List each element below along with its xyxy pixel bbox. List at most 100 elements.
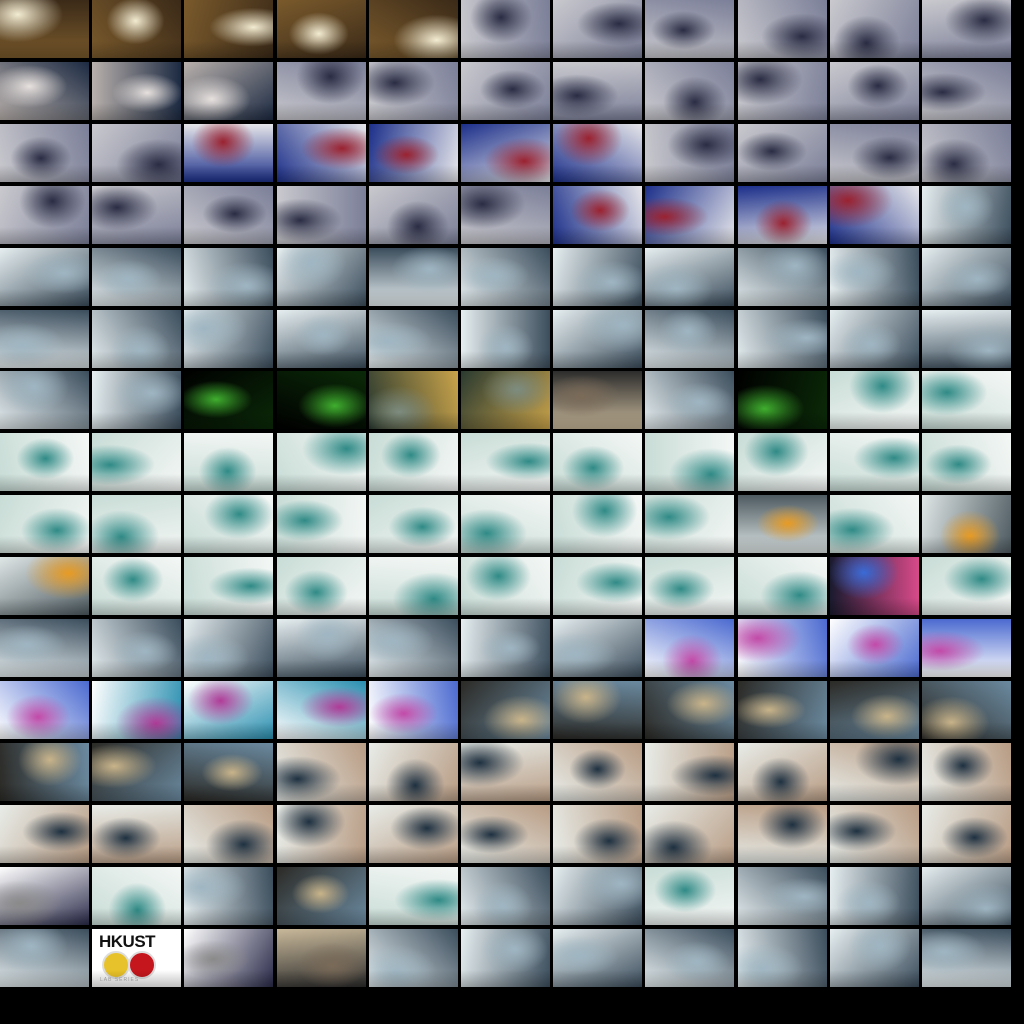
photo-thumbnail[interactable] <box>553 248 642 306</box>
photo-thumbnail[interactable] <box>0 433 89 491</box>
photo-thumbnail[interactable] <box>0 805 89 863</box>
photo-thumbnail[interactable] <box>830 248 919 306</box>
photo-thumbnail[interactable] <box>0 62 89 120</box>
photo-thumbnail[interactable] <box>738 867 827 925</box>
photo-thumbnail[interactable] <box>184 929 273 987</box>
photo-thumbnail[interactable] <box>553 681 642 739</box>
photo-thumbnail[interactable] <box>830 743 919 801</box>
photo-thumbnail[interactable] <box>645 557 734 615</box>
photo-thumbnail[interactable] <box>553 805 642 863</box>
photo-thumbnail[interactable] <box>92 0 181 58</box>
photo-thumbnail[interactable] <box>0 186 89 244</box>
photo-thumbnail[interactable] <box>0 124 89 182</box>
photo-thumbnail[interactable] <box>830 0 919 58</box>
photo-thumbnail[interactable] <box>922 62 1011 120</box>
photo-thumbnail[interactable] <box>461 929 550 987</box>
photo-thumbnail[interactable] <box>645 0 734 58</box>
photo-thumbnail[interactable] <box>369 62 458 120</box>
photo-thumbnail[interactable] <box>92 310 181 368</box>
photo-thumbnail[interactable] <box>369 805 458 863</box>
photo-thumbnail[interactable] <box>0 0 89 58</box>
photo-thumbnail[interactable] <box>645 619 734 677</box>
photo-thumbnail[interactable] <box>461 0 550 58</box>
photo-thumbnail[interactable] <box>645 310 734 368</box>
photo-thumbnail[interactable] <box>738 186 827 244</box>
photo-thumbnail[interactable] <box>553 124 642 182</box>
photo-thumbnail[interactable] <box>277 929 366 987</box>
photo-thumbnail[interactable] <box>277 186 366 244</box>
photo-thumbnail[interactable] <box>277 619 366 677</box>
photo-thumbnail[interactable] <box>553 433 642 491</box>
photo-thumbnail[interactable] <box>92 867 181 925</box>
photo-thumbnail[interactable] <box>738 743 827 801</box>
photo-thumbnail[interactable] <box>645 186 734 244</box>
photo-thumbnail[interactable] <box>277 310 366 368</box>
photo-thumbnail[interactable] <box>738 929 827 987</box>
photo-thumbnail[interactable] <box>92 805 181 863</box>
photo-thumbnail[interactable] <box>645 495 734 553</box>
photo-thumbnail[interactable] <box>738 310 827 368</box>
photo-thumbnail[interactable] <box>922 186 1011 244</box>
photo-thumbnail[interactable] <box>0 310 89 368</box>
photo-thumbnail[interactable] <box>277 867 366 925</box>
photo-thumbnail[interactable] <box>461 557 550 615</box>
photo-thumbnail[interactable] <box>184 557 273 615</box>
photo-thumbnail[interactable] <box>830 124 919 182</box>
photo-thumbnail[interactable] <box>277 743 366 801</box>
photo-thumbnail[interactable] <box>645 433 734 491</box>
photo-thumbnail[interactable] <box>461 124 550 182</box>
photo-thumbnail[interactable] <box>922 124 1011 182</box>
photo-thumbnail[interactable] <box>461 619 550 677</box>
photo-thumbnail[interactable] <box>830 62 919 120</box>
photo-thumbnail[interactable] <box>461 186 550 244</box>
photo-thumbnail[interactable] <box>738 433 827 491</box>
photo-thumbnail[interactable] <box>922 929 1011 987</box>
photo-thumbnail[interactable] <box>830 495 919 553</box>
photo-thumbnail[interactable] <box>553 743 642 801</box>
photo-thumbnail[interactable] <box>92 62 181 120</box>
photo-thumbnail[interactable] <box>553 929 642 987</box>
photo-thumbnail[interactable] <box>184 310 273 368</box>
photo-thumbnail[interactable] <box>922 743 1011 801</box>
photo-thumbnail[interactable] <box>277 124 366 182</box>
photo-thumbnail[interactable] <box>184 619 273 677</box>
photo-thumbnail[interactable] <box>645 805 734 863</box>
photo-thumbnail[interactable] <box>461 248 550 306</box>
photo-thumbnail[interactable] <box>738 0 827 58</box>
photo-thumbnail[interactable] <box>553 186 642 244</box>
photo-thumbnail[interactable] <box>184 805 273 863</box>
photo-thumbnail[interactable] <box>922 681 1011 739</box>
photo-thumbnail[interactable] <box>738 619 827 677</box>
photo-thumbnail[interactable] <box>369 0 458 58</box>
photo-thumbnail[interactable] <box>92 619 181 677</box>
photo-thumbnail[interactable] <box>184 681 273 739</box>
photo-thumbnail[interactable] <box>92 557 181 615</box>
photo-thumbnail[interactable] <box>645 124 734 182</box>
photo-thumbnail[interactable] <box>738 248 827 306</box>
photo-thumbnail[interactable] <box>922 619 1011 677</box>
photo-thumbnail[interactable] <box>922 867 1011 925</box>
photo-thumbnail[interactable] <box>184 495 273 553</box>
photo-thumbnail[interactable] <box>830 310 919 368</box>
photo-thumbnail[interactable] <box>277 681 366 739</box>
photo-thumbnail[interactable] <box>277 0 366 58</box>
photo-thumbnail[interactable] <box>184 371 273 429</box>
photo-thumbnail[interactable] <box>553 0 642 58</box>
photo-thumbnail[interactable] <box>461 867 550 925</box>
photo-thumbnail[interactable] <box>738 371 827 429</box>
photo-thumbnail[interactable] <box>553 310 642 368</box>
photo-thumbnail[interactable] <box>830 805 919 863</box>
photo-thumbnail[interactable] <box>369 186 458 244</box>
photo-thumbnail[interactable] <box>738 681 827 739</box>
photo-thumbnail[interactable] <box>553 619 642 677</box>
photo-thumbnail[interactable] <box>461 495 550 553</box>
photo-thumbnail[interactable] <box>369 557 458 615</box>
photo-thumbnail[interactable] <box>830 186 919 244</box>
photo-thumbnail[interactable] <box>738 124 827 182</box>
photo-thumbnail[interactable] <box>92 248 181 306</box>
photo-thumbnail[interactable] <box>645 371 734 429</box>
photo-thumbnail[interactable] <box>461 743 550 801</box>
photo-thumbnail[interactable] <box>277 433 366 491</box>
photo-thumbnail[interactable] <box>0 495 89 553</box>
photo-thumbnail[interactable] <box>369 248 458 306</box>
